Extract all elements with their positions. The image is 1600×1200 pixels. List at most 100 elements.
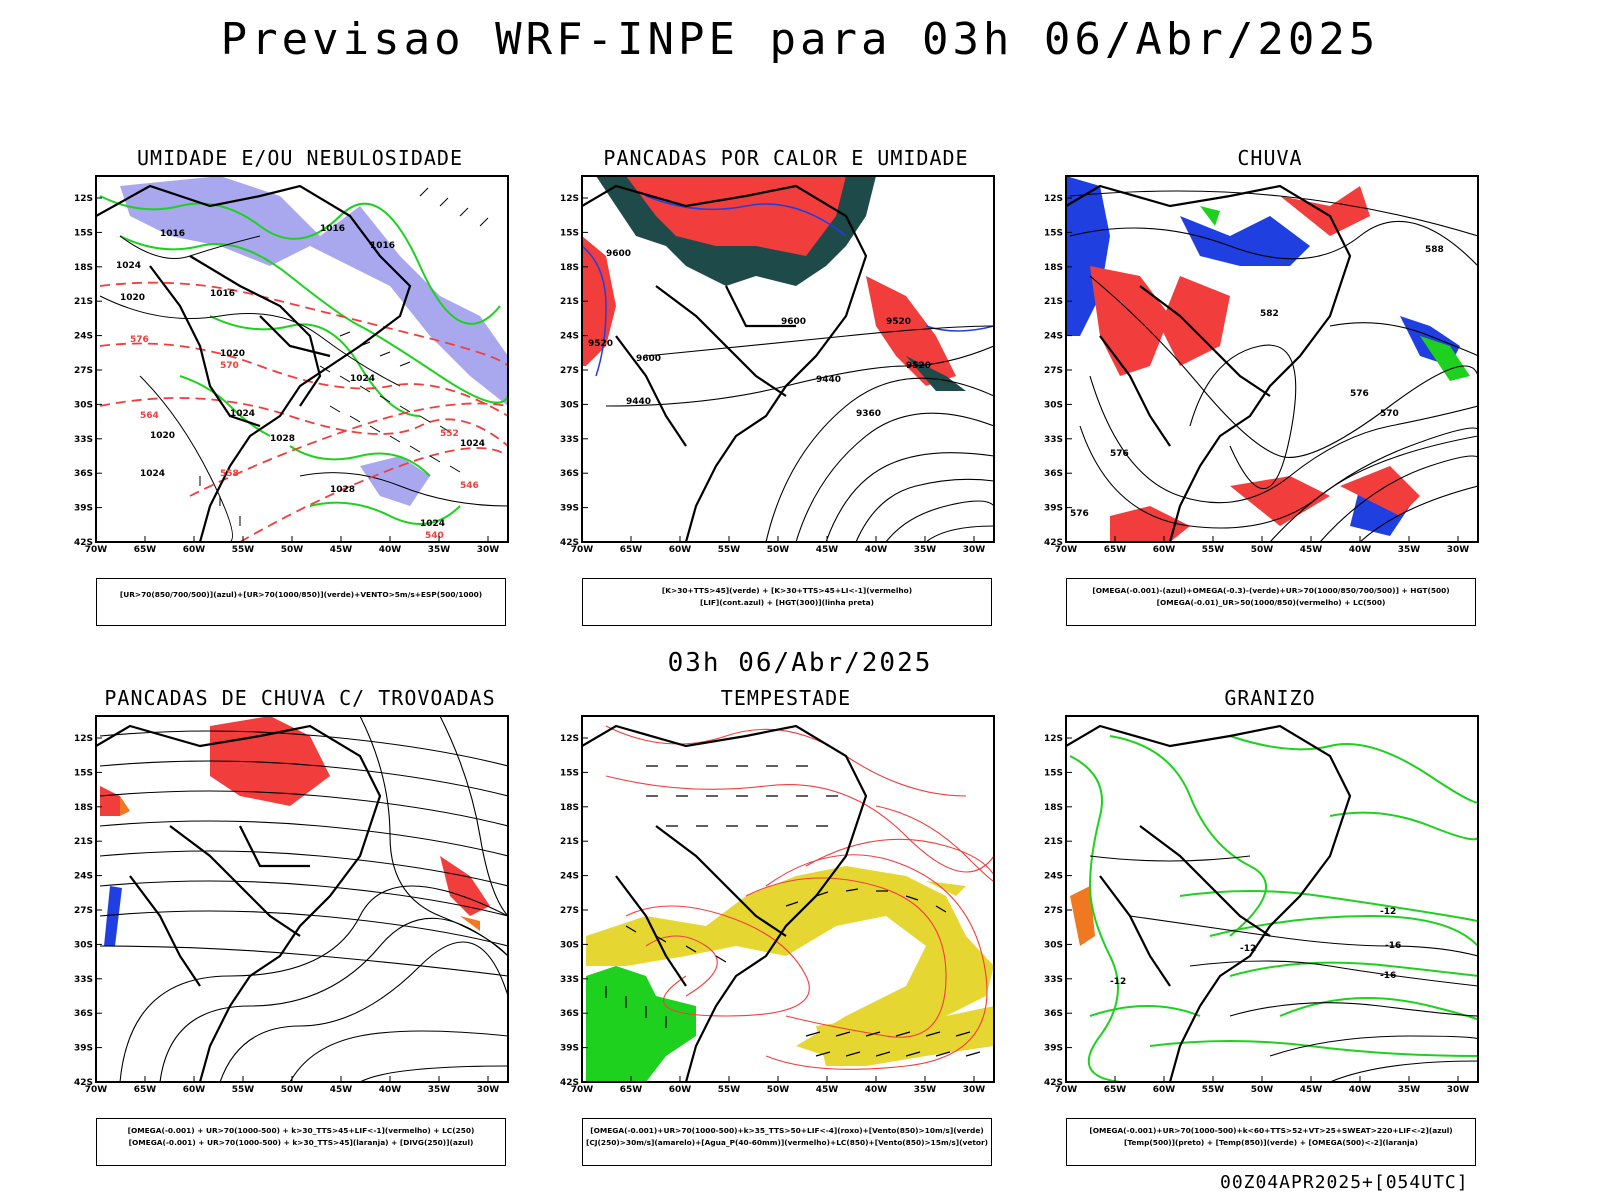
streamline [219, 941, 508, 1082]
storm-red-fill [440, 856, 490, 916]
temp500-contour [1269, 1035, 1478, 1057]
map-umidade: 1016 1016 1016 1024 1020 1016 1020 1024 … [74, 175, 509, 555]
contour-label: 1028 [330, 485, 355, 495]
lon-tick-label: 60W [669, 545, 692, 555]
rain-green-fill [1200, 206, 1220, 226]
rain-red-fill [1160, 276, 1230, 366]
storm-orange-fill [460, 916, 480, 931]
rain-red-fill [1280, 186, 1370, 236]
panel-chuva: CHUVA [1030, 146, 1510, 626]
lon-axis: 70W 65W 60W 55W 50W 45W 40W 35W 30W [1055, 1076, 1469, 1095]
temp500-contour [1189, 960, 1478, 987]
lat-tick-label: 27S [74, 906, 93, 916]
panel-title: UMIDADE E/OU NEBULOSIDADE [136, 146, 464, 170]
legend-line: [OMEGA(-0.001) + UR>70(1000-500) + k>30_… [127, 1126, 475, 1135]
contour-label: 576 [1070, 509, 1089, 519]
humidity-green-contour [99, 195, 501, 325]
streamline [99, 820, 508, 857]
thickness-contour [239, 447, 508, 542]
lon-tick-label: 40W [1349, 1085, 1372, 1095]
streamline [99, 880, 508, 917]
panel-pancadas-trovoadas: PANCADAS DE CHUVA C/ TROVOADAS [60, 686, 540, 1166]
lat-axis: 12S 15S 18S 21S 24S 27S 30S 33S 36S 39S 42S [1044, 734, 1072, 1088]
map-frame [95, 715, 509, 1083]
streamline [99, 790, 508, 827]
lat-tick-label: 12S [1044, 194, 1063, 204]
contour-label: 9600 [781, 317, 806, 327]
lon-tick-label: 40W [865, 1085, 888, 1095]
lat-tick-label: 36S [74, 1009, 93, 1019]
streamline [1329, 322, 1478, 357]
legend-line: [K>30+TTS>45](verde) + [K>30+TTS>45+LI<-… [661, 586, 913, 595]
panel-umidade: UMIDADE E/OU NEBULOSIDADE [60, 146, 540, 626]
streamline [289, 1030, 508, 1082]
humidity-green-contour [119, 235, 508, 404]
lon-tick-label: 55W [1202, 545, 1225, 555]
temp850-contour [1229, 961, 1478, 977]
lon-tick-label: 60W [1153, 1085, 1176, 1095]
contour-label: -16 [1380, 971, 1396, 981]
lat-tick-label: 42S [74, 538, 93, 548]
lon-tick-label: 60W [669, 1085, 692, 1095]
lon-tick-label: 55W [1202, 1085, 1225, 1095]
jet-yellow-fill [586, 866, 994, 1056]
streamline [1069, 220, 1478, 267]
lat-tick-label: 18S [74, 263, 93, 273]
lon-tick-label: 40W [379, 545, 402, 555]
map-legend: [OMEGA(-0.001)+UR>70(1000-500)+k>35_TTS>… [582, 1118, 992, 1166]
lif-contour [925, 325, 994, 332]
lon-tick-label: 30W [477, 1085, 500, 1095]
divergence-blue [104, 886, 122, 946]
rain-red-fill [1110, 506, 1190, 542]
lon-tick-label: 50W [281, 545, 304, 555]
contour-label: 1028 [270, 434, 295, 444]
lat-tick-label: 21S [74, 297, 93, 307]
rain-red-fill [1230, 476, 1330, 526]
lat-tick-label: 42S [1044, 1078, 1063, 1088]
coastline [582, 724, 868, 1082]
lat-tick-label: 24S [560, 332, 579, 342]
lon-tick-label: 30W [1447, 545, 1470, 555]
lon-tick-label: 60W [183, 545, 206, 555]
contour-label: 9520 [906, 361, 931, 371]
pressure-contour [139, 375, 233, 542]
lat-tick-label: 27S [1044, 906, 1063, 916]
lon-tick-label: 45W [330, 1085, 353, 1095]
lon-tick-label: 40W [865, 545, 888, 555]
contour-label: 570 [1380, 409, 1399, 419]
lat-tick-label: 18S [1044, 263, 1063, 273]
map-legend: [OMEGA(-0.001) + UR>70(1000-500) + k>30_… [96, 1118, 506, 1166]
panel-title: TEMPESTADE [720, 686, 852, 710]
lat-tick-label: 27S [1044, 366, 1063, 376]
lat-tick-label: 21S [1044, 297, 1063, 307]
streamline [1359, 485, 1478, 542]
water-contour [605, 775, 994, 873]
temp850-contour [1279, 997, 1478, 1026]
temp850-contour [1069, 755, 1121, 1082]
height-contour [925, 525, 994, 542]
lon-tick-label: 35W [1398, 545, 1421, 555]
storm-red-fill [100, 786, 120, 816]
lon-tick-label: 70W [85, 1085, 108, 1095]
contour-label: 546 [460, 481, 479, 491]
lon-tick-label: 45W [816, 545, 839, 555]
lon-tick-label: 45W [1300, 545, 1323, 555]
map-legend: [K>30+TTS>45](verde) + [K>30+TTS>45+LI<-… [582, 578, 992, 626]
rain-blue-fill [1180, 216, 1310, 266]
coastline [1066, 724, 1352, 1082]
instability-red-west [582, 236, 616, 366]
map-frame [1065, 715, 1479, 1083]
jet-yellow-fill [816, 1006, 994, 1066]
lat-tick-label: 18S [74, 803, 93, 813]
height-contour [765, 377, 994, 542]
lon-tick-label: 45W [330, 545, 353, 555]
temp850-contour [1179, 890, 1478, 926]
humidity-blue-south [360, 456, 430, 506]
height-contour [855, 478, 994, 542]
contour-label: 582 [1260, 309, 1279, 319]
lon-tick-label: 70W [1055, 1085, 1078, 1095]
instability-dark-east [906, 356, 966, 391]
pressure-contour [99, 295, 401, 387]
water-contour [605, 725, 967, 797]
contour-label: -16 [1385, 941, 1401, 951]
